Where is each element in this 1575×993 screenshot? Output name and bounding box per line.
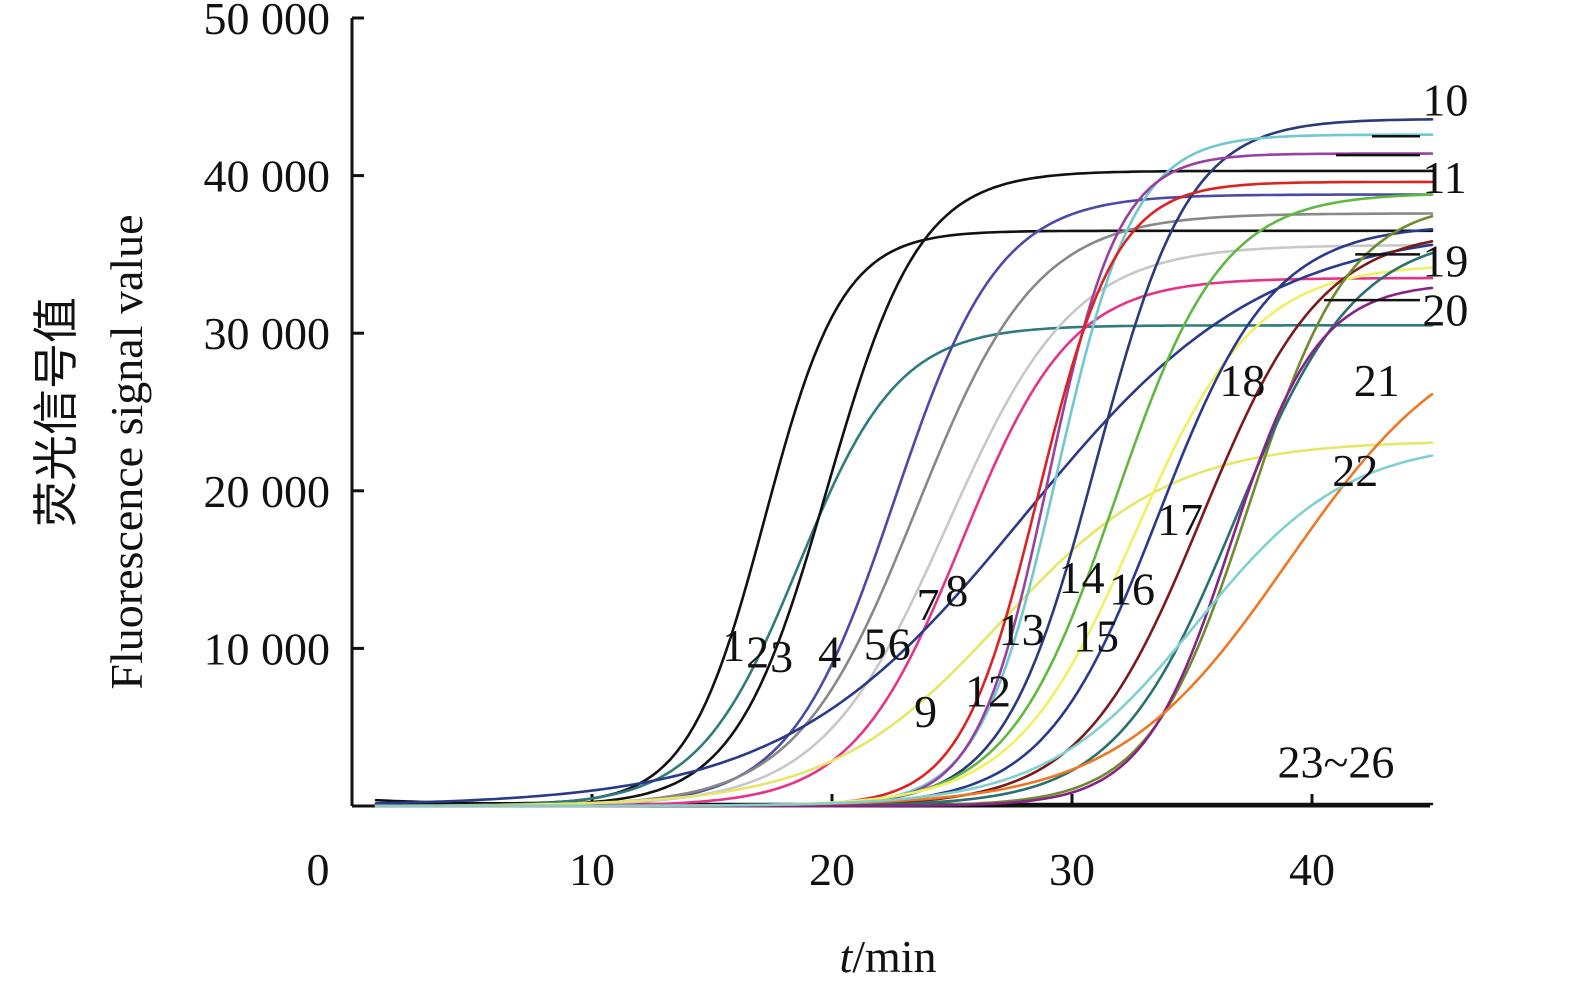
curve-label-12: 12 [965, 666, 1011, 717]
series-2-line [374, 324, 1434, 808]
series-19-line [374, 251, 1434, 808]
x-tick-label: 10 [569, 844, 615, 895]
series-16-line [374, 228, 1434, 808]
series-22-line [374, 454, 1434, 808]
curve-label-22: 22 [1332, 445, 1378, 496]
curve-label-3: 3 [770, 631, 793, 682]
curve-label-20: 20 [1422, 284, 1468, 335]
x-tick-label: 30 [1049, 844, 1095, 895]
y-axis: 10 000 20 000 30 000 40 000 50 000 [204, 0, 364, 806]
series-8-line [374, 243, 1434, 805]
series-6-line [374, 243, 1434, 808]
curve-label-6: 6 [888, 618, 911, 669]
curves [374, 118, 1434, 808]
x-tick-label: 0 [307, 844, 330, 895]
x-axis: 0 10 20 30 40 [307, 794, 1430, 895]
x-tick-label: 20 [809, 844, 855, 895]
curve-label-5: 5 [864, 618, 887, 669]
curve-label-8: 8 [945, 565, 968, 616]
curve-label-2: 2 [746, 626, 769, 677]
y-axis-title-en: Fluorescence signal value [101, 214, 152, 689]
curve-label-19: 19 [1422, 235, 1468, 286]
y-tick-label: 40 000 [204, 151, 331, 202]
series-9-line [374, 441, 1434, 807]
curve-label-15: 15 [1073, 611, 1119, 662]
series-20-line [374, 286, 1434, 808]
curve-label-13: 13 [999, 604, 1045, 655]
y-tick-label: 10 000 [204, 623, 331, 674]
curve-label-1: 1 [722, 620, 745, 671]
curve-label-4: 4 [818, 626, 841, 677]
curve-label-10: 10 [1422, 75, 1468, 126]
x-axis-title: t/min [839, 931, 936, 982]
curve-label-14: 14 [1059, 552, 1105, 603]
series-12-line [374, 152, 1434, 808]
series-13-line [374, 180, 1434, 808]
series-4-line [374, 193, 1434, 808]
curve-label-21: 21 [1354, 355, 1400, 406]
curve-label-7: 7 [917, 579, 940, 630]
y-tick-label: 20 000 [204, 466, 331, 517]
y-tick-label: 50 000 [204, 0, 331, 44]
curve-label-23~26: 23~26 [1278, 737, 1395, 788]
y-tick-label: 30 000 [204, 308, 331, 359]
y-axis-title-cn: 荧光信号值 [31, 297, 82, 527]
curve-label-17: 17 [1157, 494, 1203, 545]
series-14-line [374, 193, 1434, 808]
x-tick-label: 40 [1289, 844, 1335, 895]
curve-label-18: 18 [1219, 355, 1265, 406]
series-3-line [374, 169, 1434, 808]
curve-label-16: 16 [1109, 563, 1155, 614]
curve-label-11: 11 [1422, 152, 1466, 203]
curve-label-9: 9 [914, 686, 937, 737]
